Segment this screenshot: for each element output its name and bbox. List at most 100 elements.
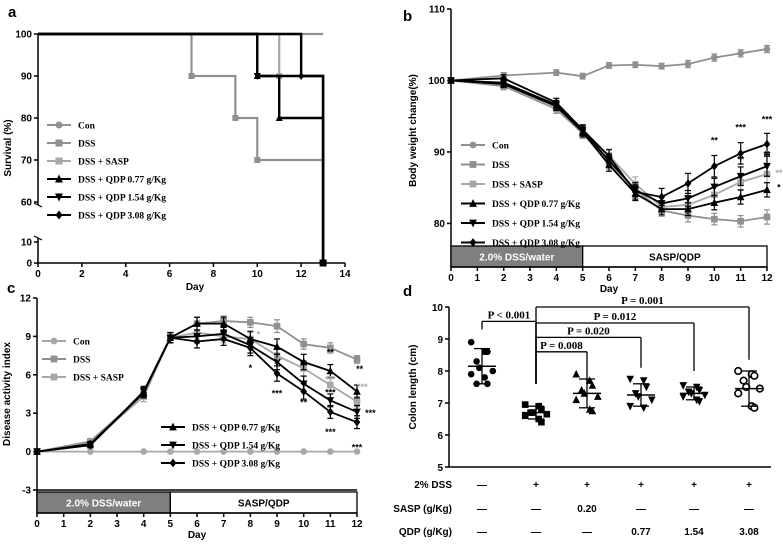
treatment-cell: + [691,480,697,491]
legend-marker [50,337,58,345]
survival-marker [254,157,261,163]
data-point [300,340,307,348]
significance-mark: *** [762,115,773,125]
legend-label: Con [492,142,510,152]
colon-length-point [484,348,491,356]
legend-label: DSS + SASP [78,158,129,168]
data-point [353,408,361,417]
legend-label: Con [78,122,96,132]
axis-break-mark [33,235,43,241]
y-tick-label: 8 [437,367,443,378]
treatment-cell: — [636,504,646,515]
data-point [273,369,281,378]
data-point [710,183,719,192]
treatment-cell: 0.77 [631,527,651,538]
data-point [247,343,254,353]
legend-marker [469,199,477,207]
colon-length-point [572,369,580,378]
y-tick-label: 6 [25,370,31,381]
y-tick-label: 90 [21,72,33,83]
data-point [447,76,455,85]
x-tick-label: 12 [296,269,308,280]
legend-marker [469,238,477,247]
data-point [247,319,254,326]
panel-label-a: a [8,4,17,21]
colon-length-point [679,393,687,401]
y-axis-label: Colon length (cm) [408,345,419,430]
data-point [247,448,254,455]
data-point [684,195,692,203]
significance-mark: ** [356,364,364,374]
data-point [763,139,771,149]
x-axis-label: Day [186,282,205,293]
data-point [737,217,744,225]
phase-label: SASP/QDP [238,499,290,510]
data-point [220,448,227,455]
p-value-label: P < 0.001 [488,309,531,321]
data-point [499,79,508,87]
significance-mark: ** [327,348,335,358]
colon-length-point [734,389,743,398]
data-point [736,172,745,181]
treatment-cell: + [746,480,752,491]
legend-label: DSS + SASP [73,374,124,384]
x-tick-label: 12 [761,273,773,284]
legend-label: DSS [73,356,90,366]
y-axis-label: Survival (%) [3,119,14,176]
y-tick-label: 3 [25,409,31,420]
significance-mark: * [249,363,253,373]
data-point [87,448,94,455]
panel-label-b: b [403,8,412,25]
series-line-4 [36,332,358,453]
data-point [193,337,201,346]
data-point [300,387,307,396]
y-axis-label: Body weight change(%) [408,74,419,187]
treatment-cell: + [638,480,644,491]
y-tick-label: 80 [21,114,33,125]
y-tick-label: 10 [432,303,444,314]
treatment-cell: — [582,527,592,538]
series-line-5 [450,77,768,198]
data-point [327,381,334,389]
data-point [736,192,745,201]
data-point [300,448,307,455]
data-point [710,198,719,206]
legend-label: DSS + QDP 1.54 g/Kg [78,194,166,204]
survival-marker [298,72,305,80]
legend-label: DSS + QDP 3.08 g/Kg [78,212,166,222]
legend-label: DSS [492,161,509,171]
treatment-cell: + [584,480,590,491]
data-point [87,440,94,450]
colon-length-point [639,377,648,385]
colon-length-point [679,382,687,390]
x-tick-label: 6 [606,273,612,284]
data-point [684,204,692,213]
colon-length-point [481,374,489,381]
data-point [711,215,718,223]
data-point [167,448,174,455]
legend-label: DSS + QDP 1.54 g/Kg [492,220,580,230]
data-point [658,192,665,202]
x-tick-label: 4 [123,269,129,280]
colon-length-point [538,418,545,426]
data-point [632,187,639,197]
colon-length-point [734,366,743,376]
colon-length-point [588,406,597,415]
data-point [353,448,361,455]
treatment-row-label: QDP (g/Kg) [399,527,452,538]
data-point [605,151,613,161]
colon-length-point [489,367,497,375]
data-point [684,179,692,188]
treatment-cell: 1.54 [684,527,704,538]
x-tick-label: 11 [325,519,336,530]
x-tick-label: 7 [221,519,227,530]
significance-mark: ** [300,398,308,408]
y-tick-label: 80 [434,219,446,230]
x-tick-label: 4 [141,519,147,530]
colon-length-point [521,401,529,408]
significance-mark: ** [737,155,745,165]
data-point [579,72,586,80]
x-tick-label: 3 [527,273,533,284]
x-tick-label: 6 [194,519,200,530]
colon-length-point [626,375,634,384]
